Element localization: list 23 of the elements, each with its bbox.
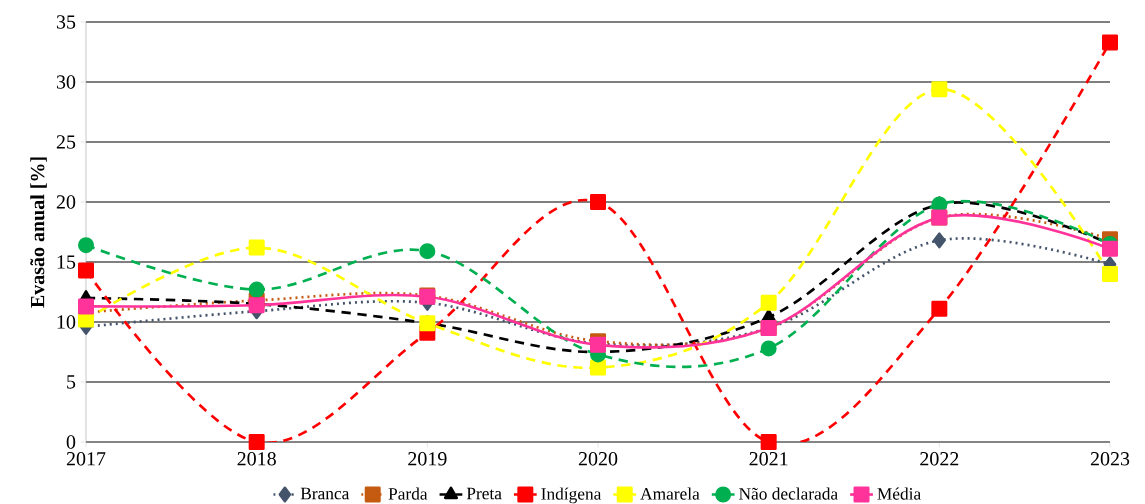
legend-label: Não declarada	[739, 487, 838, 500]
y-axis-title: Evasão anual [%]	[30, 157, 47, 308]
legend-label: Amarela	[640, 487, 700, 500]
y-tick-label: 5	[67, 375, 76, 389]
legend-label: Preta	[466, 487, 502, 500]
y-tick-label: 25	[56, 135, 76, 149]
x-tick-label: 2017	[66, 452, 106, 466]
x-tick-label: 2019	[408, 452, 447, 466]
y-tick-label: 20	[56, 195, 76, 209]
y-tick-label: 15	[57, 255, 76, 269]
legend-label: Indígena	[541, 487, 602, 504]
x-tick-label: 2022	[920, 452, 959, 466]
x-tick-label: 2023	[1090, 452, 1130, 466]
y-tick-label: 35	[56, 15, 76, 29]
x-tick-label: 2020	[578, 452, 618, 466]
y-tick-label: 0	[66, 435, 76, 449]
y-tick-label: 10	[57, 315, 76, 329]
legend-label: Média	[877, 487, 921, 500]
x-tick-label: 2018	[237, 452, 276, 466]
y-tick-label: 30	[56, 75, 76, 89]
legend-label: Parda	[388, 487, 428, 500]
legend-label: Branca	[300, 487, 350, 500]
x-tick-label: 2021	[749, 452, 788, 466]
